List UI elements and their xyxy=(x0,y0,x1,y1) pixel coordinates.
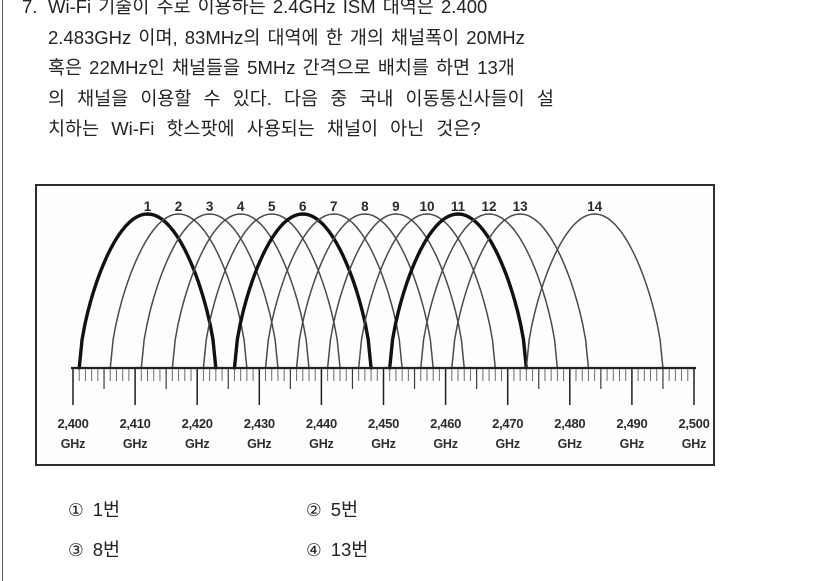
channel-number-label-4: 4 xyxy=(236,199,245,214)
answer-marker-2: ② xyxy=(306,500,322,520)
frequency-unit: GHz xyxy=(433,437,458,452)
frequency-unit: GHz xyxy=(619,437,645,452)
page-edge-rule xyxy=(2,0,3,581)
frequency-unit: GHz xyxy=(681,437,707,452)
frequency-tick-label-2490: 2,490 GHz xyxy=(616,416,647,453)
question-number: 7. xyxy=(22,0,38,17)
channel-number-label-3: 3 xyxy=(205,199,214,214)
channel-curve-1 xyxy=(77,212,218,370)
answer-options: ① 1번 ② 5번 ③ 8번 ④ 13번 xyxy=(68,496,768,576)
answer-option-1[interactable]: ① 1번 xyxy=(68,496,306,522)
frequency-unit: GHz xyxy=(557,437,583,452)
channel-curve-6 xyxy=(232,212,373,370)
frequency-unit: GHz xyxy=(495,437,520,452)
channel-curve-9 xyxy=(326,213,465,369)
frequency-unit: GHz xyxy=(309,437,334,452)
channel-number-label-14: 14 xyxy=(587,199,603,214)
channel-number-label-2: 2 xyxy=(174,199,183,214)
answer-marker-3: ③ xyxy=(68,540,84,560)
channel-number-label-12: 12 xyxy=(481,199,497,214)
question-line-3: 혹은 22MHz인 채널들을 5MHz 간격으로 배치를 하면 13개 xyxy=(48,57,515,78)
channel-curve-12 xyxy=(420,213,559,369)
channel-number-label-1: 1 xyxy=(143,199,152,214)
answer-label-1: 1번 xyxy=(92,499,121,520)
channel-curve-7 xyxy=(264,213,403,369)
frequency-value: 2,480 xyxy=(554,416,586,431)
frequency-tick-label-2430: 2,430 GHz xyxy=(244,416,275,453)
channel-number-label-8: 8 xyxy=(361,199,369,214)
channel-number-label-13: 13 xyxy=(512,199,528,214)
frequency-value: 2,470 xyxy=(492,416,524,431)
frequency-value: 2,430 xyxy=(243,416,275,431)
frequency-value: 2,440 xyxy=(305,416,337,431)
frequency-value: 2,460 xyxy=(430,416,462,431)
channel-curve-8 xyxy=(295,213,434,369)
figure-inner: 1 2 3 4 5 6 7 8 9 10 11 12 13 14 2,400 GHz 2,410 GHz 2,42… xyxy=(37,186,713,464)
question-block: 7. Wi-Fi 기술이 주로 이용하는 2.4GHz ISM 대역은 2.40… xyxy=(22,0,812,145)
channel-curve-11 xyxy=(388,212,529,370)
question-line-5: 치하는 Wi-Fi 핫스팟에 사용되는 채널이 아닌 것은? xyxy=(48,118,481,139)
channel-number-label-6: 6 xyxy=(299,199,307,214)
frequency-unit: GHz xyxy=(122,437,148,452)
channel-number-label-7: 7 xyxy=(330,199,338,214)
channel-curve-14 xyxy=(525,213,664,369)
frequency-unit: GHz xyxy=(184,437,210,452)
channel-number-label-9: 9 xyxy=(392,199,400,214)
frequency-tick-label-2460: 2,460 GHz xyxy=(430,416,461,453)
answer-marker-1: ① xyxy=(68,500,84,520)
answer-option-3[interactable]: ③ 8번 xyxy=(68,536,306,562)
frequency-tick-label-2440: 2,440 GHz xyxy=(306,416,337,453)
question-line-2: 2.483GHz 이며, 83MHz의 대역에 한 개의 채널폭이 20MHz xyxy=(48,26,525,48)
wifi-channel-figure: 1 2 3 4 5 6 7 8 9 10 11 12 13 14 2,400 GHz 2,410 GHz 2,42… xyxy=(35,184,715,466)
answer-row-2: ③ 8번 ④ 13번 xyxy=(68,536,768,576)
frequency-tick-label-2500: 2,500 GHz xyxy=(678,416,709,453)
answer-label-3: 8번 xyxy=(92,539,121,560)
frequency-value: 2,500 xyxy=(678,416,710,431)
frequency-tick-label-2450: 2,450 GHz xyxy=(368,416,399,453)
frequency-value: 2,450 xyxy=(367,416,400,431)
frequency-value: 2,410 xyxy=(119,416,151,431)
frequency-tick-label-2470: 2,470 GHz xyxy=(492,416,523,453)
channel-number-label-5: 5 xyxy=(267,199,276,214)
frequency-tick-label-2410: 2,410 GHz xyxy=(120,416,151,453)
answer-option-2[interactable]: ② 5번 xyxy=(306,496,358,522)
channel-number-label-11: 11 xyxy=(450,199,466,214)
question-line-1: Wi-Fi 기술이 주로 이용하는 2.4GHz ISM 대역은 2.400 xyxy=(48,0,488,17)
frequency-value: 2,400 xyxy=(57,416,89,431)
channel-number-label-10: 10 xyxy=(419,199,435,214)
axis-tick-group xyxy=(72,369,695,405)
question-text: Wi-Fi 기술이 주로 이용하는 2.4GHz ISM 대역은 2.400 2… xyxy=(48,0,812,145)
answer-label-2: 5번 xyxy=(330,499,359,520)
question-line-4: 의 채널을 이용할 수 있다. 다음 중 국내 이동통신사들이 설 xyxy=(48,87,554,109)
frequency-unit: GHz xyxy=(371,437,396,452)
frequency-unit: GHz xyxy=(60,437,86,452)
channel-curve-13 xyxy=(451,213,590,369)
wifi-channel-chart xyxy=(71,212,696,405)
frequency-tick-label-2400: 2,400 GHz xyxy=(57,416,88,453)
frequency-value: 2,420 xyxy=(181,416,213,431)
answer-option-4[interactable]: ④ 13번 xyxy=(306,536,368,562)
channel-curve-10 xyxy=(357,213,497,369)
channel-curve-4 xyxy=(171,213,310,369)
frequency-value: 2,490 xyxy=(616,416,648,431)
frequency-tick-label-2480: 2,480 GHz xyxy=(554,416,585,453)
answer-label-4: 13번 xyxy=(330,539,369,560)
channel-curve-2 xyxy=(109,213,248,369)
answer-row-1: ① 1번 ② 5번 xyxy=(68,496,768,536)
answer-marker-4: ④ xyxy=(306,540,322,560)
channel-curve-3 xyxy=(140,213,279,369)
channel-curve-5 xyxy=(202,213,341,369)
frequency-unit: GHz xyxy=(247,437,272,452)
frequency-tick-label-2420: 2,420 GHz xyxy=(182,416,213,453)
